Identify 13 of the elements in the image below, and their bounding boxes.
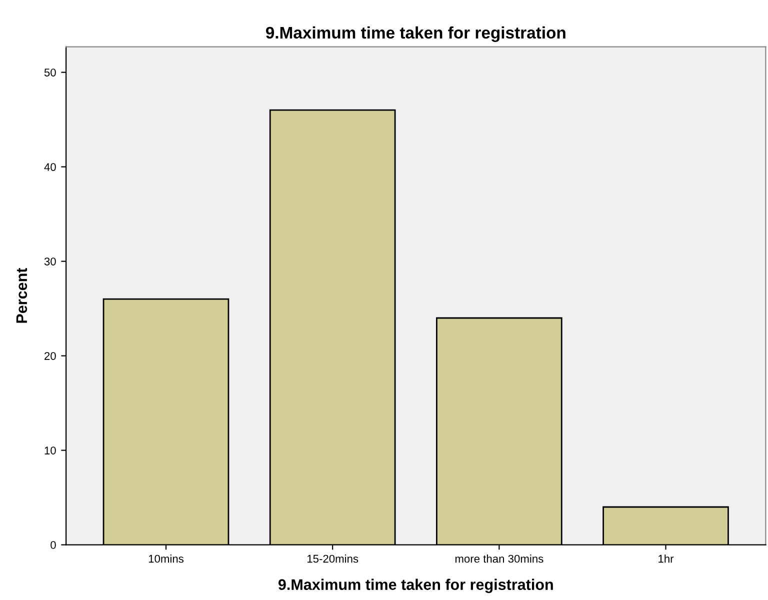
y-tick-label: 0 xyxy=(50,541,56,549)
x-tick-label: 10mins xyxy=(148,554,184,563)
x-axis-title: 9.Maximum time taken for registration xyxy=(278,578,553,594)
x-tick-label: more than 30mins xyxy=(455,554,544,563)
y-tick-label: 40 xyxy=(44,163,56,171)
y-tick-label: 50 xyxy=(44,68,56,76)
x-tick-label: 1hr xyxy=(658,554,674,563)
chart-title: 9.Maximum time taken for registration xyxy=(266,26,566,42)
y-tick-label: 10 xyxy=(44,446,56,454)
y-axis-title: Percent xyxy=(16,268,28,323)
x-tick-label: 15-20mins xyxy=(307,554,358,563)
y-tick-label: 20 xyxy=(44,352,56,360)
y-tick-label: 30 xyxy=(44,258,56,266)
